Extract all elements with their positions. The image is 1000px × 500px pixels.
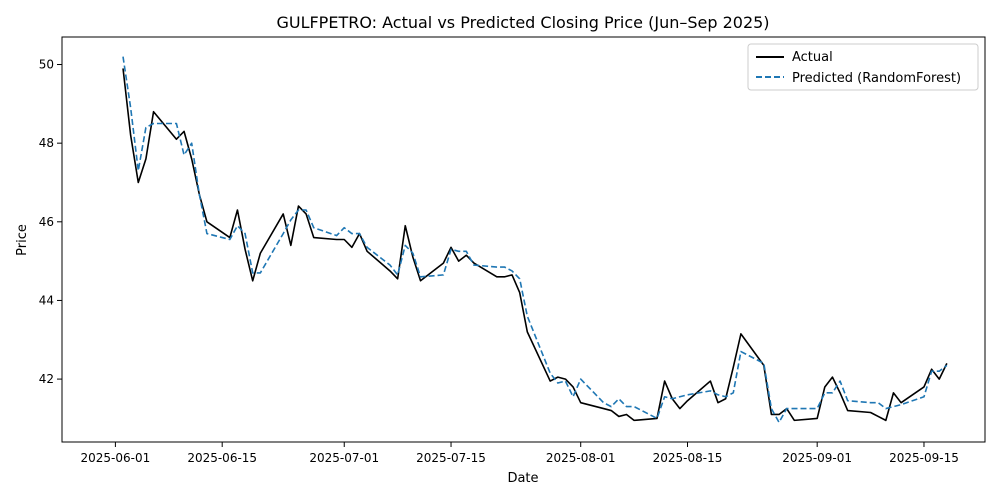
y-axis: 42 44 46 48 50 — [39, 58, 62, 386]
y-tick-label: 46 — [39, 215, 54, 229]
y-tick-label: 44 — [39, 293, 54, 307]
legend-label-actual: Actual — [792, 50, 833, 65]
y-tick-label: 48 — [39, 136, 54, 150]
series-line-actual — [122, 68, 948, 422]
x-tick-label: 2025-08-01 — [546, 451, 616, 465]
y-axis-label: Price — [15, 224, 30, 256]
x-tick-label: 2025-09-01 — [782, 451, 852, 465]
plot-area — [122, 56, 948, 424]
legend: Actual Predicted (RandomForest) — [747, 43, 979, 91]
legend-label-predicted: Predicted (RandomForest) — [792, 71, 961, 86]
series-line-predicted — [122, 56, 948, 424]
chart-title: GULFPETRO: Actual vs Predicted Closing P… — [276, 13, 769, 32]
x-axis: 2025-06-01 2025-06-15 2025-07-01 2025-07-15… — [81, 442, 959, 465]
y-tick-label: 50 — [39, 58, 54, 72]
x-tick-label: 2025-07-01 — [309, 451, 379, 465]
x-tick-label: 2025-06-15 — [187, 451, 257, 465]
x-tick-label: 2025-07-15 — [416, 451, 486, 465]
legend-box — [747, 43, 979, 91]
x-tick-label: 2025-06-01 — [81, 451, 151, 465]
x-axis-label: Date — [507, 471, 538, 486]
y-tick-label: 42 — [39, 372, 54, 386]
x-tick-label: 2025-08-15 — [653, 451, 723, 465]
plot-frame — [61, 36, 986, 443]
x-tick-label: 2025-09-15 — [889, 451, 959, 465]
